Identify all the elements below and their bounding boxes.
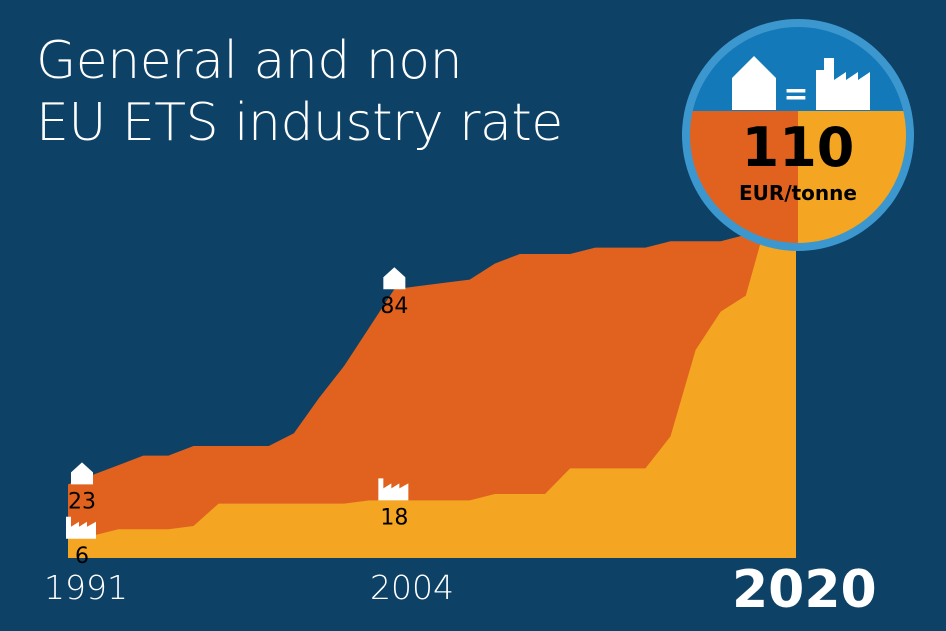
factory-icon <box>378 478 409 501</box>
house-icon <box>732 56 776 110</box>
chart-annotations: 23 6 84 18 <box>66 267 409 569</box>
area-industry-rate <box>68 206 796 558</box>
chart-areas <box>68 206 796 558</box>
badge-equals: = <box>783 77 808 112</box>
annotation-label: 84 <box>380 294 408 319</box>
factory-icon <box>816 58 870 110</box>
house-icon <box>71 462 93 485</box>
x-label-start: 1991 <box>44 568 128 607</box>
annotation-label: 23 <box>68 489 96 514</box>
annotation-label: 18 <box>380 505 408 530</box>
annotation-label: 6 <box>75 544 89 569</box>
badge-value: 110 <box>742 116 855 179</box>
rate-badge: = 110 EUR/tonne <box>682 19 914 251</box>
factory-icon <box>66 516 96 539</box>
badge-unit: EUR/tonne <box>739 181 857 205</box>
chart-title: General and non EU ETS industry rate <box>36 30 563 154</box>
x-label-end: 2020 <box>732 560 877 620</box>
x-label-mid: 2004 <box>370 568 454 607</box>
title-line-2: EU ETS industry rate <box>36 93 563 153</box>
title-line-1: General and non <box>36 31 463 91</box>
house-icon <box>383 267 406 290</box>
